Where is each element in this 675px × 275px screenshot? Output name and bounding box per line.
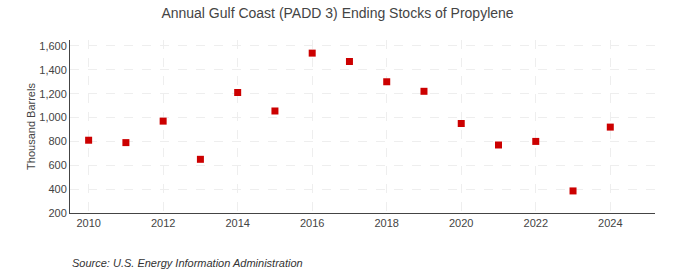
svg-text:600: 600 bbox=[48, 159, 66, 171]
svg-text:1,400: 1,400 bbox=[39, 64, 67, 76]
svg-text:2020: 2020 bbox=[449, 217, 473, 229]
svg-text:Thousand Barrels: Thousand Barrels bbox=[25, 83, 37, 170]
svg-text:2012: 2012 bbox=[151, 217, 175, 229]
svg-text:400: 400 bbox=[48, 183, 66, 195]
svg-text:1,200: 1,200 bbox=[39, 88, 67, 100]
svg-text:200: 200 bbox=[48, 207, 66, 219]
svg-text:2014: 2014 bbox=[225, 217, 249, 229]
svg-text:2016: 2016 bbox=[300, 217, 324, 229]
svg-text:1,600: 1,600 bbox=[39, 40, 67, 52]
svg-text:2024: 2024 bbox=[598, 217, 622, 229]
svg-text:1,000: 1,000 bbox=[39, 111, 67, 123]
svg-text:2022: 2022 bbox=[524, 217, 548, 229]
svg-text:Source: U.S. Energy Informatio: Source: U.S. Energy Information Administ… bbox=[72, 257, 303, 269]
svg-text:2018: 2018 bbox=[374, 217, 398, 229]
svg-text:Annual Gulf Coast (PADD 3) End: Annual Gulf Coast (PADD 3) Ending Stocks… bbox=[161, 5, 513, 21]
svg-text:2010: 2010 bbox=[76, 217, 100, 229]
svg-text:800: 800 bbox=[48, 135, 66, 147]
